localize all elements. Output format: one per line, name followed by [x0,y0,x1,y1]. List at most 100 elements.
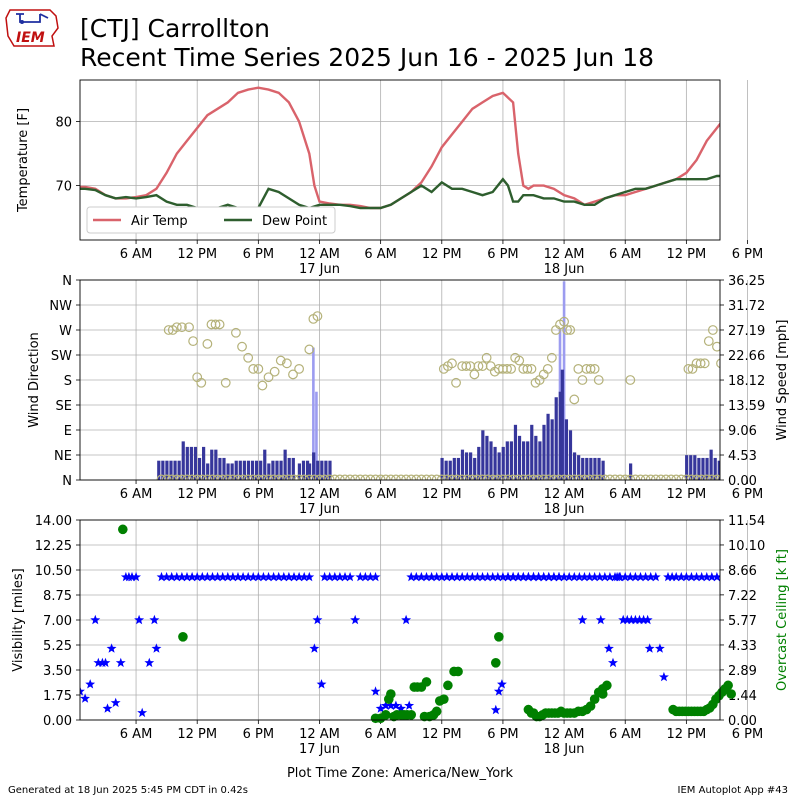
y2-tick-label: 31.72 [728,299,765,314]
wind-direction-point [222,474,233,480]
visibility-point [156,571,167,582]
wind-direction-point [263,474,274,480]
wind-speed-axis-label: Wind Speed [mph] [775,320,790,441]
wind-direction-point [559,316,569,327]
wind-speed-bar [307,463,312,480]
wind-speed-bar [601,460,605,480]
wind-direction-point [569,394,580,405]
wind-speed-bar [473,457,477,480]
wind-direction-point [238,474,248,480]
wind-speed-bar [456,457,460,480]
x-tick-label: 12 PM [177,487,217,502]
visibility-point [538,571,549,582]
wind-speed-bar [629,463,633,480]
ceiling-point [723,680,733,691]
visibility-point [401,614,412,625]
wind-speed-bar [758,436,761,480]
y-tick-label: S [64,374,72,389]
visibility-point [192,571,203,582]
wind-direction-point [498,474,508,480]
y2-tick-label: 7.22 [728,589,757,604]
wind-speed-bar [452,457,456,480]
wind-direction-point [350,474,361,480]
wind-direction-point [615,474,626,480]
wind-direction-point [625,474,636,480]
wind-direction-point [231,327,241,338]
wind-speed-bar [517,435,522,480]
visibility-point [533,571,544,582]
x-axis-label: Plot Time Zone: America/New_York [287,766,514,781]
ceiling-point [585,701,596,711]
wind-direction-point [533,474,544,480]
wind-direction-point [452,474,462,480]
x-tick-label: 12 AM [299,487,340,502]
wind-speed-bar [169,460,173,480]
wind-direction-point [156,474,167,480]
wind-direction-point [538,474,549,480]
wind-direction-point [314,474,325,480]
wind-direction-point [304,344,315,355]
visibility-point [503,571,513,582]
x-tick-label: 6 AM [364,247,397,262]
wind-speed-bar [218,457,222,480]
wind-speed-bar [717,460,720,480]
wind-direction-point [794,475,800,484]
y-tick-label: NE [54,449,72,464]
y2-tick-label: 2.89 [728,664,757,679]
wind-direction-point [197,474,208,480]
wind-speed-bar [305,460,310,480]
x-tick-label: 12 PM [422,247,462,262]
visibility-point [233,571,243,582]
wind-direction-point [683,363,694,374]
wind-direction-point [457,474,468,480]
wind-direction-point [589,363,600,374]
y-tick-label: N [62,274,72,289]
wind-direction-point [212,474,223,480]
x-tick-label: 12 AM [544,487,585,502]
visibility-point [487,571,498,582]
visibility-point [166,571,177,582]
x-tick-label: 6 PM [243,247,274,262]
wind-speed-bar [722,447,725,480]
footer-app: IEM Autoplot App #43 [677,785,788,796]
wind-direction-point [411,474,422,480]
iem-logo-text: IEM [16,30,45,46]
visibility-point [579,571,590,582]
visibility-point [681,571,692,582]
wind-direction-point [304,474,315,480]
wind-direction-point [671,474,682,480]
y2-tick-label: 11.54 [728,514,765,529]
visibility-point [319,571,330,582]
visibility-point [131,571,141,582]
wind-gust-bar [562,281,566,480]
wind-direction-point [312,311,323,322]
visibility-point [404,700,415,710]
wind-speed-bar [324,460,328,480]
x-tick-label: 6 AM [120,247,153,262]
visibility-point [370,686,381,696]
y-tick-label: SE [56,399,72,414]
visibility-point [100,657,111,668]
visibility-point [513,571,524,582]
wind-direction-point [278,474,289,480]
wind-speed-bar [291,457,295,480]
wind-direction-point [380,474,391,480]
wind-speed-bar [316,460,320,480]
wind-direction-point [681,474,692,480]
visibility-point [80,686,85,696]
wind-direction-point [487,474,498,480]
wind-direction-point [345,474,355,480]
plot-frame [79,279,721,481]
wind-speed-bar [705,457,709,480]
visibility-point [608,657,618,668]
visibility-point [696,571,707,582]
visibility-point [80,693,90,703]
wind-direction-point [360,474,371,480]
wind-speed-bar [267,463,271,480]
wind-direction-point [477,474,488,480]
wind-direction-point [406,474,417,480]
x-tick-label: 12 PM [667,727,707,742]
wind-direction-point [774,475,783,484]
wind-speed-bar [173,460,177,480]
wind-direction-point [187,474,198,480]
